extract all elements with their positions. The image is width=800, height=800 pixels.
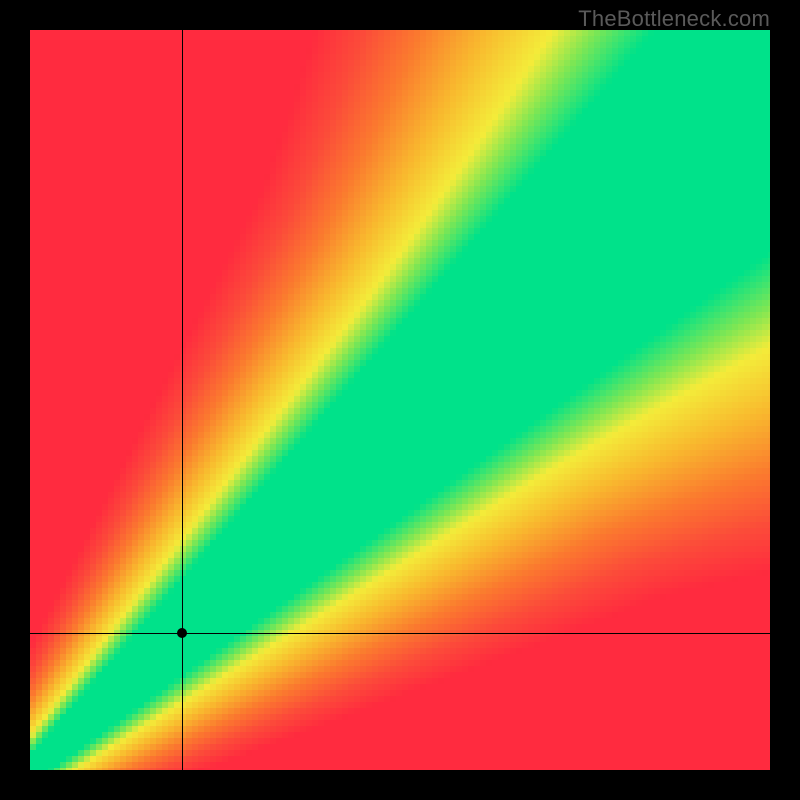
- watermark-text: TheBottleneck.com: [578, 6, 770, 32]
- crosshair-vertical: [182, 30, 183, 770]
- heatmap-canvas: [30, 30, 770, 770]
- plot-area: [30, 30, 770, 770]
- crosshair-marker: [177, 628, 187, 638]
- image-frame: TheBottleneck.com: [0, 0, 800, 800]
- crosshair-horizontal: [30, 633, 770, 634]
